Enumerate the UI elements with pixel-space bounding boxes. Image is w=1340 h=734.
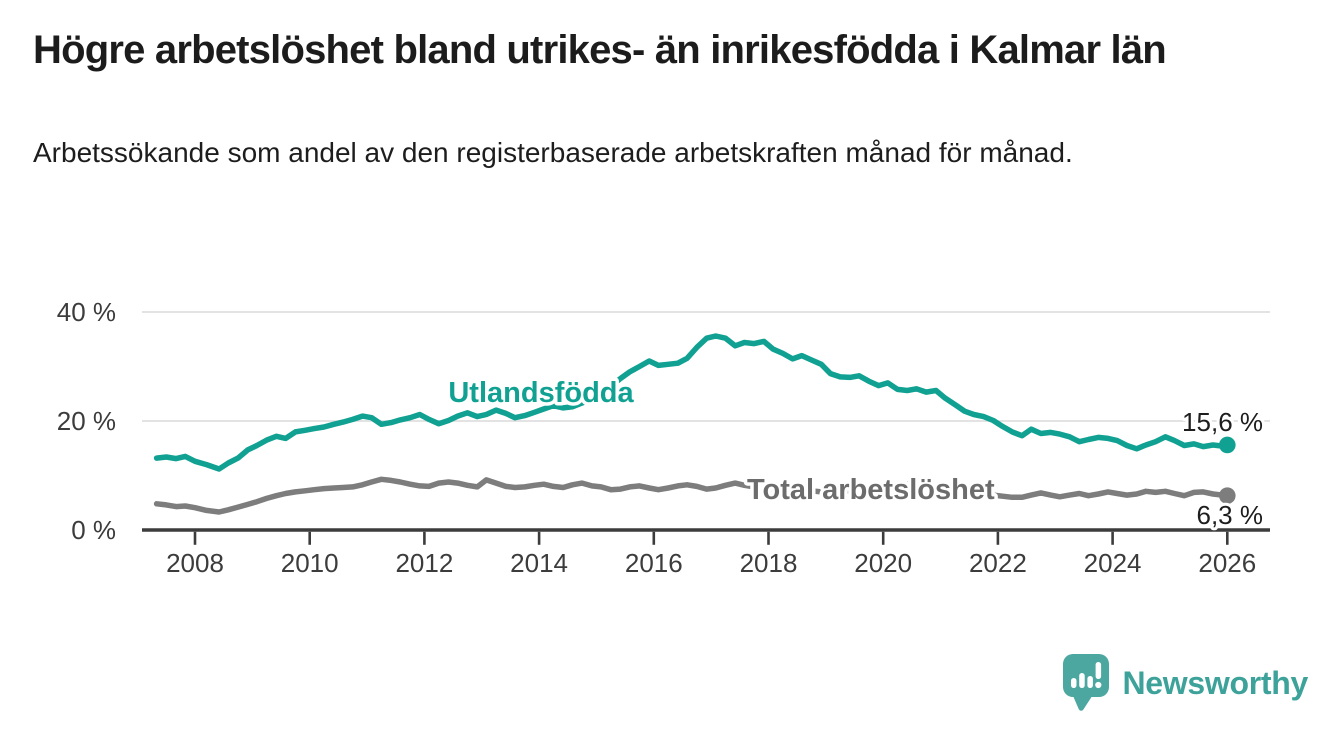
annotation-6-3: 6,3 % bbox=[1197, 500, 1264, 530]
y-axis-label-40: 40 % bbox=[57, 297, 116, 327]
x-axis-label-2008: 2008 bbox=[166, 548, 224, 578]
series-label-utlandsfodda: Utlandsfödda bbox=[448, 377, 634, 409]
x-axis-label-2020: 2020 bbox=[854, 548, 912, 578]
bar-1 bbox=[1070, 678, 1076, 688]
x-axis-label-2014: 2014 bbox=[510, 548, 568, 578]
x-axis-label-2022: 2022 bbox=[969, 548, 1027, 578]
y-axis-label-20: 20 % bbox=[57, 406, 116, 436]
series-line-total-arbetsloshet bbox=[153, 476, 1231, 515]
bar-3 bbox=[1086, 676, 1093, 688]
speech-bubble-shape bbox=[1062, 654, 1109, 711]
exclamation-bar bbox=[1095, 662, 1101, 679]
series-label-total-arbetsloshet: Total arbetslöshet bbox=[747, 474, 995, 506]
chart-header: Högre arbetslöshet bland utrikes- än inr… bbox=[33, 26, 1167, 172]
newsworthy-wordmark: Newsworthy bbox=[1122, 664, 1309, 701]
x-axis-label-2012: 2012 bbox=[395, 548, 453, 578]
series-line-utlandsfodda bbox=[153, 333, 1231, 472]
series-end-dot-utlandsfodda bbox=[1219, 436, 1236, 454]
x-axis-label-2026: 2026 bbox=[1198, 548, 1256, 578]
x-axis-label-2024: 2024 bbox=[1084, 548, 1142, 578]
x-axis-label-2010: 2010 bbox=[281, 548, 339, 578]
x-axis-label-2018: 2018 bbox=[740, 548, 798, 578]
newsworthy-logo: Newsworthy bbox=[1062, 653, 1309, 713]
chart-subtitle: Arbetssökande som andel av den registerb… bbox=[33, 136, 1073, 168]
speech-bubble-chart-icon bbox=[1062, 654, 1109, 711]
exclamation-dot bbox=[1094, 681, 1101, 689]
x-axis-label-2016: 2016 bbox=[625, 548, 683, 578]
bar-2 bbox=[1078, 673, 1085, 688]
series-end-dot-total-arbetsloshet bbox=[1219, 487, 1236, 504]
chart-title: Högre arbetslöshet bland utrikes- än inr… bbox=[33, 28, 1167, 72]
y-axis-label-0: 0 % bbox=[71, 515, 116, 545]
annotation-15-6: 15,6 % bbox=[1182, 407, 1263, 437]
